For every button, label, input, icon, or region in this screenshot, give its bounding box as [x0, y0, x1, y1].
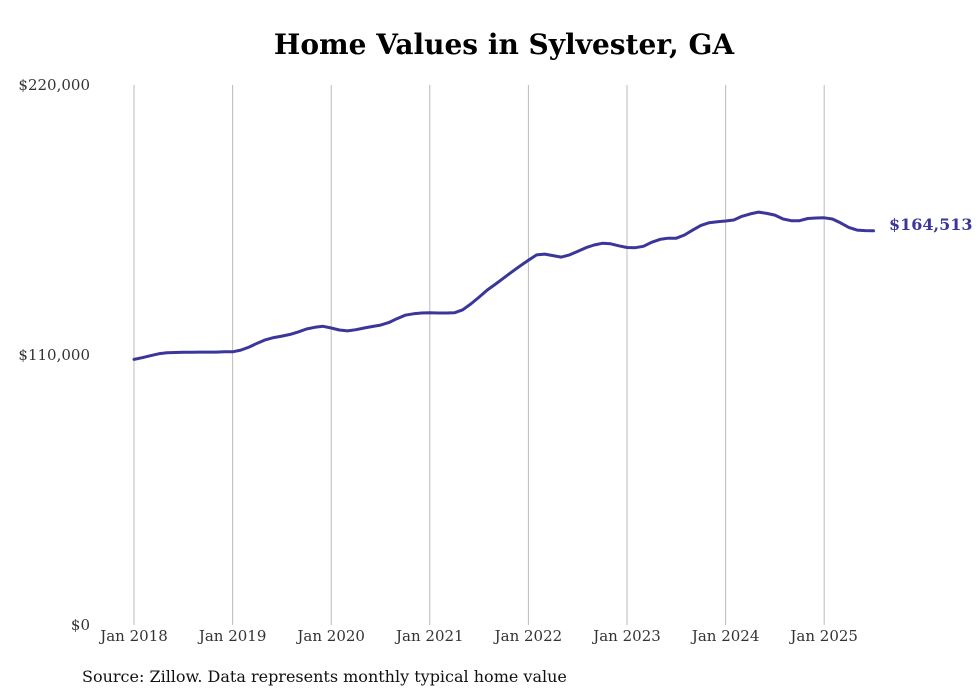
y-tick-label: $110,000 — [18, 346, 90, 364]
x-tick-label: Jan 2021 — [394, 627, 464, 645]
chart-title: Home Values in Sylvester, GA — [273, 28, 735, 61]
x-tick-label: Jan 2023 — [591, 627, 661, 645]
y-axis-ticks: $0 $110,000 $220,000 — [18, 76, 90, 634]
y-tick-label: $220,000 — [18, 76, 90, 94]
x-tick-label: Jan 2019 — [197, 627, 267, 645]
grid-layer — [133, 85, 825, 625]
end-value-label: $164,513 — [889, 215, 973, 234]
source-note: Source: Zillow. Data represents monthly … — [82, 667, 567, 686]
x-tick-label: Jan 2022 — [493, 627, 563, 645]
x-tick-label: Jan 2025 — [788, 627, 858, 645]
x-axis-ticks: Jan 2018 Jan 2019 Jan 2020 Jan 2021 Jan 2022… — [98, 627, 858, 645]
x-tick-label: Jan 2018 — [98, 627, 168, 645]
series-layer — [132, 210, 875, 361]
series-line — [132, 210, 875, 361]
x-tick-label: Jan 2024 — [690, 627, 760, 645]
x-tick-label: Jan 2020 — [295, 627, 365, 645]
y-tick-label: $0 — [71, 616, 90, 634]
annotation-layer: $164,513 — [889, 215, 973, 234]
